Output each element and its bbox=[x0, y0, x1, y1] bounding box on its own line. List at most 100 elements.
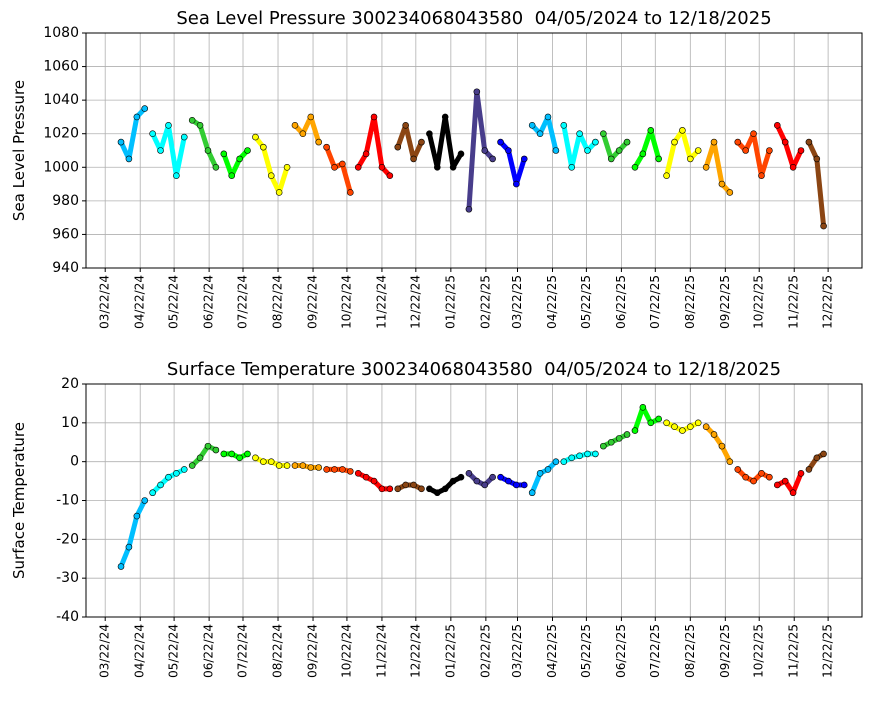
data-point bbox=[141, 105, 149, 112]
data-point bbox=[513, 180, 520, 188]
data-point bbox=[805, 138, 813, 146]
data-point bbox=[347, 468, 354, 475]
y-axis-label: Sea Level Pressure bbox=[10, 80, 28, 221]
x-tick-label: 08/22/25 bbox=[683, 275, 697, 329]
x-tick-label: 12/22/24 bbox=[408, 275, 422, 329]
series-line bbox=[664, 127, 701, 177]
series-line bbox=[499, 474, 525, 488]
data-point bbox=[188, 462, 196, 469]
data-point bbox=[260, 458, 267, 465]
series-line bbox=[530, 114, 559, 152]
plot-area bbox=[117, 88, 827, 230]
data-point bbox=[173, 470, 180, 477]
data-point bbox=[552, 147, 560, 154]
data-point bbox=[568, 454, 576, 462]
x-tick-label: 08/22/24 bbox=[271, 275, 285, 329]
data-point bbox=[426, 485, 433, 493]
data-point bbox=[370, 113, 378, 121]
series-line bbox=[632, 404, 660, 432]
data-point bbox=[797, 470, 805, 477]
data-point bbox=[370, 477, 378, 485]
data-point bbox=[631, 427, 639, 434]
data-point bbox=[726, 458, 734, 465]
data-point bbox=[402, 481, 409, 489]
x-tick-label: 05/22/25 bbox=[579, 624, 593, 678]
series-line bbox=[324, 146, 353, 194]
data-point bbox=[402, 122, 409, 129]
data-point bbox=[615, 435, 623, 442]
data-point bbox=[220, 450, 228, 458]
data-point bbox=[149, 130, 156, 138]
data-point bbox=[631, 163, 639, 171]
data-point bbox=[623, 431, 631, 438]
series-line bbox=[775, 124, 804, 170]
data-point bbox=[173, 172, 180, 179]
data-point bbox=[773, 481, 781, 489]
axes-frame bbox=[85, 383, 863, 618]
data-point bbox=[410, 481, 417, 489]
y-tick-label: 1080 bbox=[43, 25, 79, 41]
data-point bbox=[607, 155, 615, 163]
data-point bbox=[781, 138, 789, 146]
data-point bbox=[520, 481, 528, 489]
y-tick-label: 0 bbox=[70, 454, 79, 470]
x-tick-label: 09/22/24 bbox=[306, 275, 320, 329]
series-line bbox=[703, 139, 732, 195]
series-line bbox=[253, 135, 290, 195]
data-point bbox=[766, 147, 773, 154]
x-tick-label: 10/22/25 bbox=[752, 624, 766, 678]
series-line bbox=[776, 472, 804, 496]
data-point bbox=[663, 172, 670, 179]
data-point bbox=[615, 147, 623, 154]
x-tick-label: 11/22/25 bbox=[787, 624, 801, 678]
data-point bbox=[291, 462, 299, 469]
data-point bbox=[497, 138, 504, 146]
x-tick-label: 12/22/25 bbox=[821, 624, 835, 678]
data-point bbox=[671, 423, 678, 431]
data-point bbox=[528, 489, 536, 497]
data-point bbox=[639, 150, 647, 158]
y-tick-label: 1040 bbox=[43, 92, 79, 108]
data-point bbox=[694, 419, 702, 427]
data-point bbox=[560, 458, 568, 465]
series-line bbox=[294, 463, 319, 470]
data-point bbox=[378, 485, 386, 493]
data-point bbox=[481, 147, 489, 154]
x-tick-label: 12/22/24 bbox=[408, 624, 422, 678]
y-tick-label: -40 bbox=[56, 609, 79, 625]
data-point bbox=[418, 138, 425, 146]
data-point bbox=[520, 155, 528, 163]
data-point bbox=[687, 155, 694, 163]
data-point bbox=[331, 466, 338, 473]
data-point bbox=[204, 442, 212, 450]
y-tick-label: 1060 bbox=[43, 59, 79, 75]
y-tick-label: -20 bbox=[56, 531, 79, 547]
x-tick-label: 03/22/24 bbox=[98, 624, 112, 678]
data-point bbox=[600, 442, 607, 450]
data-point bbox=[220, 150, 228, 158]
data-point bbox=[457, 150, 465, 158]
data-point bbox=[718, 442, 726, 450]
data-point bbox=[433, 163, 441, 171]
data-point bbox=[647, 127, 655, 134]
chart-title: Sea Level Pressure 300234068043580 04/05… bbox=[176, 8, 771, 29]
data-point bbox=[283, 163, 291, 171]
data-point bbox=[339, 466, 346, 473]
data-point bbox=[244, 147, 251, 154]
data-point bbox=[505, 477, 512, 485]
data-point bbox=[339, 160, 346, 168]
data-point bbox=[639, 403, 647, 411]
data-point bbox=[354, 470, 362, 477]
data-point bbox=[133, 113, 141, 121]
series-line bbox=[704, 424, 733, 463]
x-tick-label: 02/22/25 bbox=[478, 275, 492, 329]
data-point bbox=[813, 155, 821, 163]
data-point bbox=[584, 147, 591, 154]
data-point bbox=[734, 466, 742, 473]
data-point bbox=[410, 155, 417, 163]
data-point bbox=[307, 464, 315, 471]
data-point bbox=[552, 458, 560, 465]
data-point bbox=[165, 122, 172, 129]
data-point bbox=[196, 122, 204, 129]
